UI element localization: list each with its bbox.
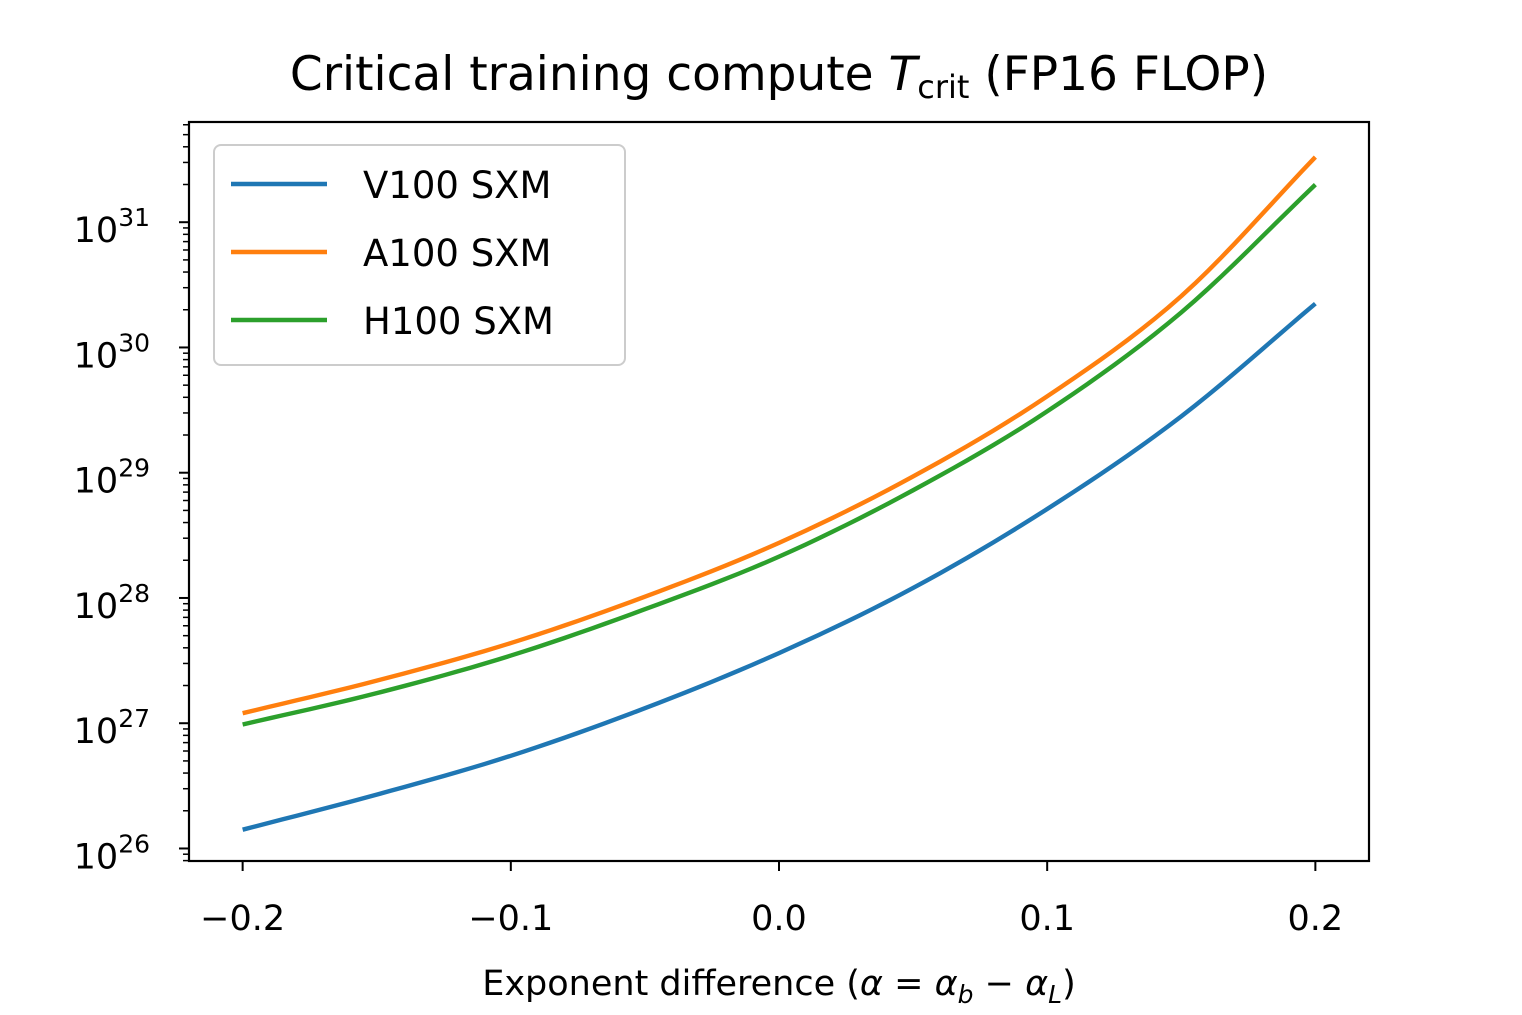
x-tick-label: 0.1 — [1019, 899, 1075, 939]
y-tick-label: 1028 — [74, 579, 150, 627]
series-line-v100-sxm — [242, 301, 1317, 832]
tick-layer — [179, 123, 1317, 871]
legend-label-h100: H100 SXM — [363, 300, 554, 343]
x-axis-label: Exponent difference (α = αb − αL) — [482, 964, 1076, 1009]
series-layer — [242, 155, 1317, 832]
legend-label-a100: A100 SXM — [363, 232, 551, 275]
y-tick-label: 1027 — [74, 704, 150, 752]
legend-label-v100: V100 SXM — [363, 164, 551, 207]
x-tick-label: 0.0 — [751, 899, 807, 939]
series-line-h100-sxm — [242, 183, 1317, 727]
y-tick-label: 1031 — [74, 203, 150, 251]
legend-box — [213, 144, 626, 366]
y-tick-label: 1029 — [74, 454, 150, 502]
chart-title: Critical training compute Tcrit (FP16 FL… — [290, 47, 1268, 106]
x-tick-label: 0.2 — [1288, 899, 1344, 939]
legend: V100 SXM A100 SXM H100 SXM — [213, 144, 626, 366]
y-tick-label: 1026 — [74, 829, 150, 877]
x-tick-label: −0.1 — [468, 899, 553, 939]
x-tick-labels: −0.2 −0.1 0.0 0.1 0.2 — [200, 899, 1343, 939]
x-tick-label: −0.2 — [200, 899, 285, 939]
y-tick-labels: 1026 1027 1028 1029 1030 1031 — [74, 203, 150, 877]
y-tick-label: 1030 — [74, 328, 150, 376]
series-line-a100-sxm — [242, 155, 1317, 716]
